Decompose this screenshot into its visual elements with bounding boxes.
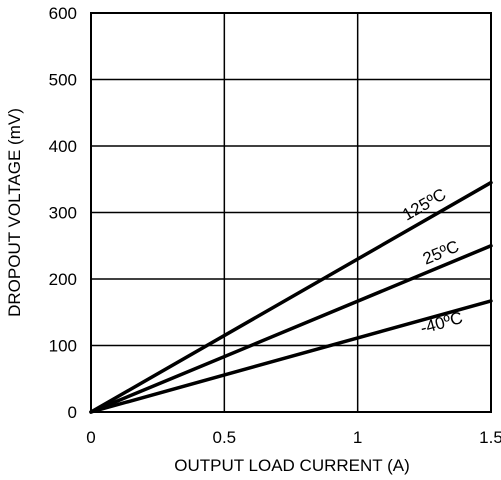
y-tick-label: 0 (68, 403, 77, 422)
y-tick-label: 300 (49, 204, 77, 223)
series-label: -40ºC (418, 308, 465, 338)
y-tick-label: 600 (49, 4, 77, 23)
series-label: 25ºC (420, 237, 462, 269)
series-line (89, 244, 493, 414)
y-tick-label: 400 (49, 137, 77, 156)
series-line (89, 299, 493, 414)
y-axis-title: DROPOUT VOLTAGE (mV) (5, 108, 24, 317)
plot-frame (90, 12, 492, 413)
y-tick-label: 200 (49, 270, 77, 289)
y-tick-labels: 0 100 200 300 400 500 600 (49, 4, 77, 422)
grid (91, 13, 491, 412)
x-axis-title: OUTPUT LOAD CURRENT (A) (174, 456, 410, 475)
x-tick-label: 1 (353, 428, 362, 447)
series-label: 125ºC (399, 185, 449, 225)
x-tick-labels: 0 0.5 1 1.5 (86, 428, 501, 447)
series-line (89, 180, 493, 414)
series-lines (89, 180, 493, 414)
x-tick-label: 0 (86, 428, 95, 447)
y-tick-label: 100 (49, 337, 77, 356)
x-tick-label: 0.5 (213, 428, 237, 447)
x-tick-label: 1.5 (479, 428, 501, 447)
y-tick-label: 500 (49, 71, 77, 90)
